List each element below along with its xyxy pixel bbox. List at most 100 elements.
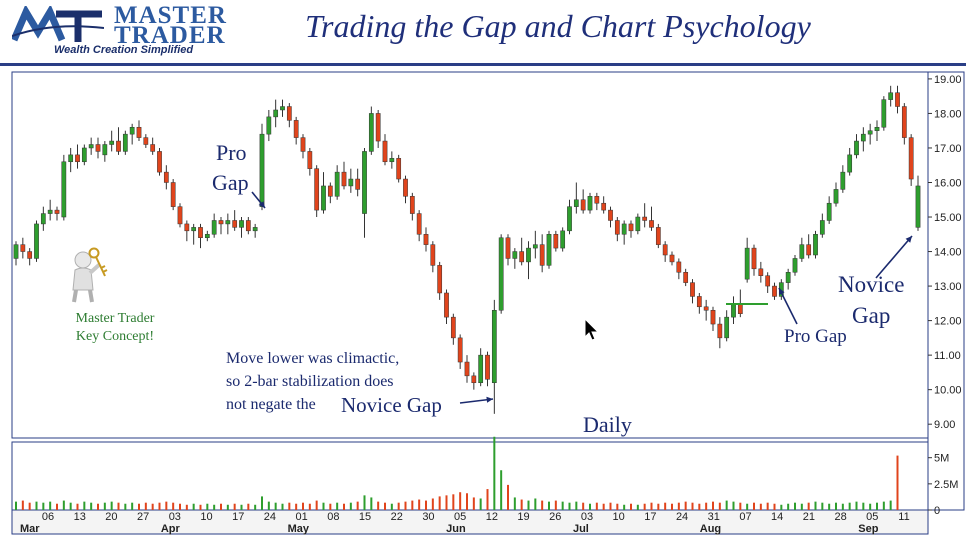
volume-bar bbox=[213, 504, 216, 510]
volume-bar bbox=[220, 503, 222, 510]
volume-bar bbox=[56, 503, 58, 510]
volume-bar bbox=[336, 502, 339, 510]
candle-body bbox=[799, 244, 805, 259]
candle-body bbox=[457, 337, 463, 363]
candle-body bbox=[157, 151, 162, 173]
volume-bar bbox=[732, 501, 735, 510]
volume-bar bbox=[103, 502, 106, 510]
candle-body bbox=[239, 220, 244, 228]
volume-bar bbox=[425, 500, 427, 510]
candle-body bbox=[437, 265, 443, 294]
candle-body bbox=[860, 133, 866, 142]
volume-bar bbox=[548, 501, 550, 510]
candle-body bbox=[136, 126, 142, 138]
candle-body bbox=[772, 285, 777, 297]
candle-body bbox=[635, 216, 641, 232]
pro-gap-label-left-line2: Gap bbox=[212, 170, 249, 195]
volume-bar bbox=[377, 501, 380, 510]
date-tick-label: 05 bbox=[866, 511, 878, 523]
volume-bar bbox=[69, 502, 72, 510]
candle-body bbox=[129, 126, 135, 135]
volume-bar bbox=[62, 500, 65, 510]
arrow-novice-gap-right-head bbox=[905, 236, 912, 243]
candle-body bbox=[546, 234, 552, 266]
candle-body bbox=[498, 237, 504, 311]
volume-panel bbox=[11, 441, 929, 511]
volume-bar bbox=[199, 504, 202, 510]
month-label: Jun bbox=[446, 523, 466, 535]
volume-bar bbox=[83, 501, 86, 510]
candle-body bbox=[170, 182, 176, 207]
volume-bar bbox=[472, 497, 475, 510]
volume-bar bbox=[513, 497, 516, 510]
date-tick-label: 10 bbox=[200, 511, 212, 523]
candle-body bbox=[122, 133, 128, 152]
candle-body bbox=[355, 178, 361, 190]
novice-gap-label-right-line2: Gap bbox=[852, 303, 891, 328]
date-tick-label: 26 bbox=[549, 511, 561, 523]
pro-gap-label-right: Pro Gap bbox=[784, 326, 847, 347]
candle-body bbox=[368, 113, 374, 152]
month-label: May bbox=[288, 523, 310, 535]
candle-body bbox=[580, 199, 586, 211]
candle-body bbox=[27, 251, 33, 259]
candle-body bbox=[423, 234, 429, 245]
date-tick-label: 24 bbox=[264, 511, 276, 523]
volume-bar bbox=[753, 502, 755, 510]
volume-bar bbox=[561, 501, 564, 510]
volume-bar bbox=[609, 502, 612, 510]
candle-body bbox=[68, 154, 74, 163]
candle-body bbox=[327, 185, 333, 197]
candle-body bbox=[218, 220, 224, 225]
candle-body bbox=[116, 140, 121, 152]
slide-title: Trading the Gap and Chart Psychology bbox=[305, 8, 811, 44]
month-label: Apr bbox=[161, 523, 181, 535]
date-tick-label: 15 bbox=[359, 511, 371, 523]
volume-bar bbox=[534, 498, 537, 510]
price-tick-label: 10.00 bbox=[934, 385, 962, 397]
volume-tick-label: 0 bbox=[934, 505, 940, 517]
candle-body bbox=[642, 216, 648, 221]
volume-bar bbox=[452, 494, 455, 510]
volume-bar bbox=[390, 503, 393, 510]
volume-bar bbox=[595, 502, 598, 510]
volume-bar bbox=[240, 504, 243, 510]
commentary-line2: so 2-bar stabilization does bbox=[226, 373, 394, 390]
volume-bar bbox=[418, 499, 421, 510]
date-tick-label: 13 bbox=[74, 511, 86, 523]
volume-bar bbox=[500, 470, 503, 510]
candle-body bbox=[450, 316, 456, 339]
arrow-pro-gap-right bbox=[778, 287, 798, 325]
date-tick-label: 28 bbox=[834, 511, 846, 523]
volume-bar bbox=[90, 502, 93, 510]
volume-tick-label: 2.5M bbox=[934, 479, 958, 491]
candle-body bbox=[341, 171, 347, 187]
date-tick-label: 06 bbox=[42, 511, 54, 523]
candle-body bbox=[81, 147, 87, 163]
candle-body bbox=[567, 206, 572, 232]
date-tick-label: 03 bbox=[169, 511, 181, 523]
candle-body bbox=[225, 220, 231, 225]
candle-body bbox=[396, 158, 402, 180]
volume-bar bbox=[411, 500, 414, 510]
annotation-arrows bbox=[251, 191, 913, 404]
date-tick-label: 22 bbox=[391, 511, 403, 523]
header-divider bbox=[0, 63, 966, 66]
candle-body bbox=[628, 223, 634, 232]
volume-bar bbox=[274, 502, 277, 510]
candle-body bbox=[854, 140, 859, 156]
price-tick-label: 17.00 bbox=[934, 143, 962, 155]
volume-bar bbox=[165, 501, 168, 510]
key-concept-line2: Key Concept! bbox=[75, 329, 155, 344]
candle-body bbox=[191, 227, 197, 232]
volume-tick-label: 5M bbox=[934, 453, 949, 465]
volume-bar bbox=[602, 503, 605, 510]
volume-bar bbox=[308, 503, 311, 510]
candle-body bbox=[594, 196, 600, 204]
mouse-cursor-icon bbox=[584, 318, 600, 341]
timeframe-label: Daily bbox=[583, 412, 632, 437]
candle-body bbox=[792, 258, 798, 273]
volume-bar bbox=[698, 503, 701, 510]
candle-body bbox=[485, 354, 490, 380]
volume-bar bbox=[233, 503, 236, 510]
